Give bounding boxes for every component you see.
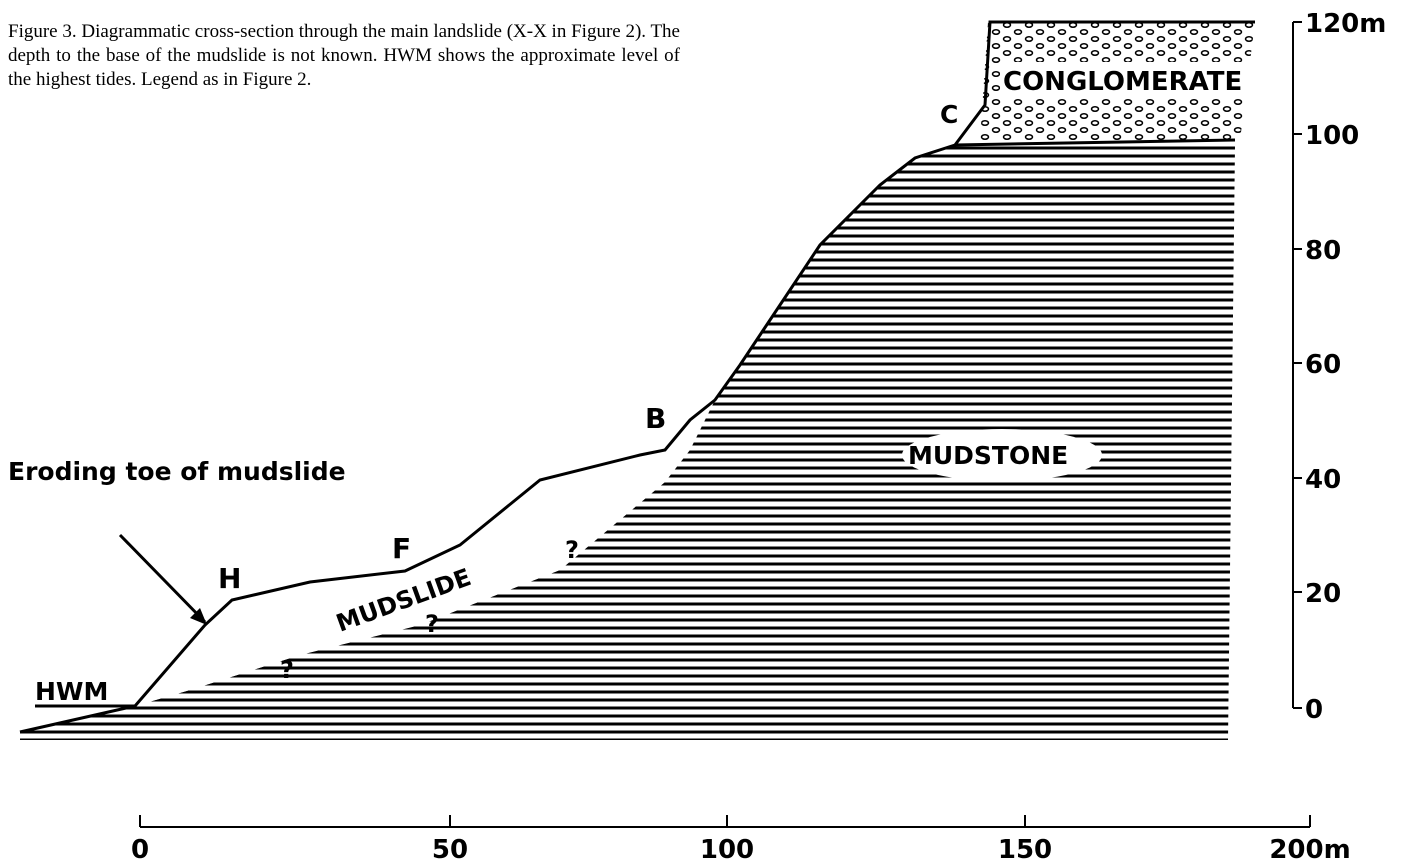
conglomerate-label: CONGLOMERATE — [1003, 67, 1242, 97]
y-tick-label: 40 — [1305, 465, 1341, 495]
toe-label: Eroding toe of mudslide — [8, 457, 346, 486]
caption: Figure 3. Diagrammatic cross-section thr… — [8, 20, 680, 92]
y-tick-label: 120m — [1305, 9, 1386, 39]
point-label: F — [392, 532, 411, 565]
y-tick-label: 0 — [1305, 695, 1323, 725]
x-tick-label: 200m — [1269, 835, 1350, 863]
contact — [955, 140, 1235, 145]
unknown-mark: ? — [280, 656, 294, 684]
x-tick-label: 0 — [131, 835, 149, 863]
hwm-label: HWM — [35, 677, 108, 706]
unknown-mark: ? — [425, 610, 439, 638]
mudstone-label: MUDSTONE — [908, 441, 1068, 470]
y-ticks: 0 20 40 60 80 100 120m — [1293, 9, 1386, 725]
point-label: C — [940, 100, 958, 129]
x-tick-label: 150 — [998, 835, 1052, 863]
y-tick-label: 80 — [1305, 236, 1341, 266]
unknown-mark: ? — [565, 536, 579, 564]
point-label: B — [645, 402, 666, 435]
point-label: H — [218, 562, 241, 595]
y-tick-label: 100 — [1305, 121, 1359, 151]
x-ticks: 0 50 100 150 200m — [131, 815, 1351, 863]
cross-section: Figure 3. Diagrammatic cross-section thr… — [0, 0, 1404, 863]
x-tick-label: 50 — [432, 835, 468, 863]
y-tick-label: 20 — [1305, 579, 1341, 609]
y-tick-label: 60 — [1305, 350, 1341, 380]
caption-box: Figure 3. Diagrammatic cross-section thr… — [8, 20, 680, 140]
x-tick-label: 100 — [700, 835, 754, 863]
arrow-shaft — [120, 535, 205, 622]
